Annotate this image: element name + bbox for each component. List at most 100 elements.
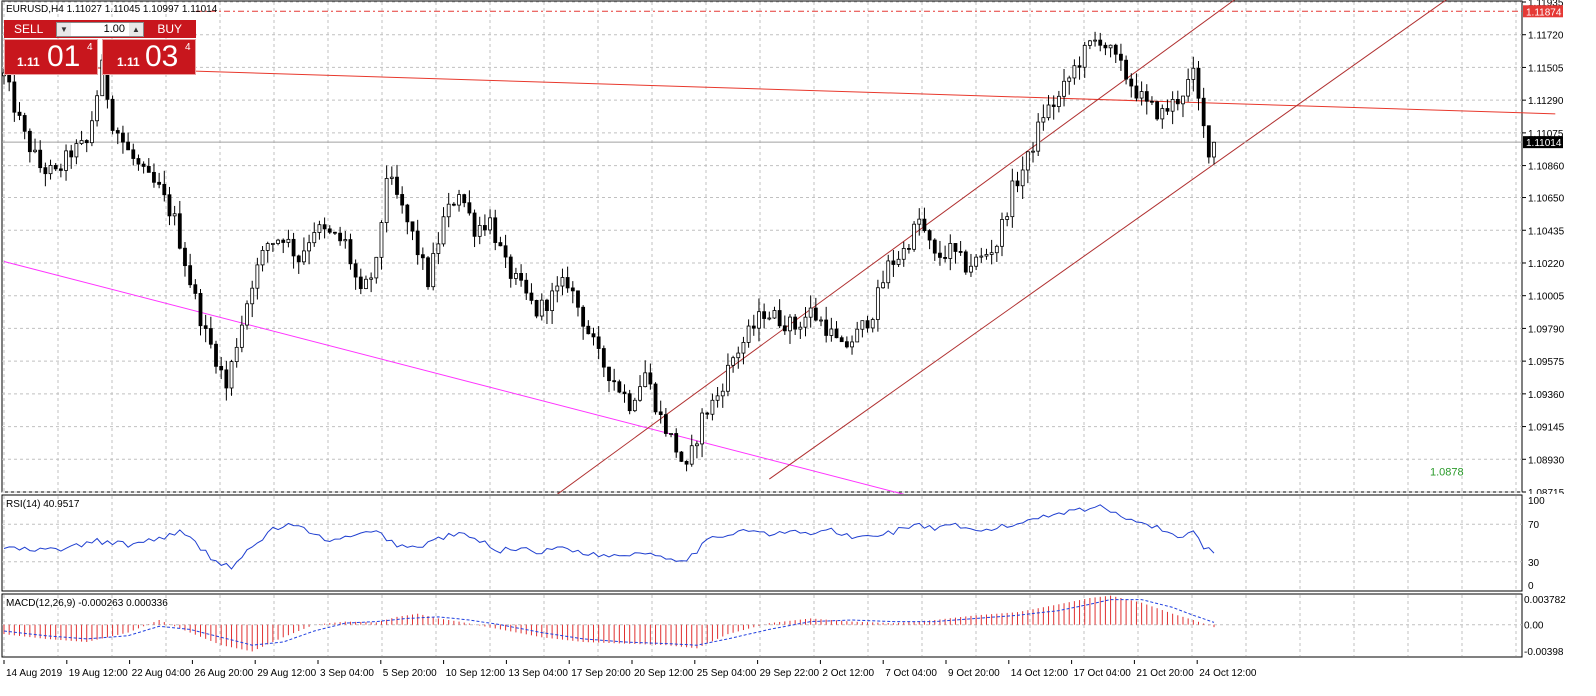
candle-body <box>90 120 94 144</box>
trendlines[interactable] <box>2 0 1556 494</box>
rsi-panel[interactable]: 100 70 30 0 RSI(14) 40.9517 <box>0 494 1596 592</box>
candle-body <box>1160 108 1165 120</box>
time-axis-label: 25 Sep 04:00 <box>697 668 757 679</box>
price-axis-label: 1.10220 <box>1528 259 1565 270</box>
candle-body <box>1201 97 1206 127</box>
candle-body <box>1020 169 1025 187</box>
price-axis-label: 1.10005 <box>1528 292 1565 303</box>
lot-increase-arrow-icon[interactable]: ▲ <box>129 23 143 36</box>
candle-body <box>462 194 467 204</box>
time-ticks: 14 Aug 2019 19 Aug 12:00 22 Aug 04:00 26 Au… <box>3 660 1257 679</box>
candle-body <box>1077 65 1082 68</box>
candle-body <box>488 217 492 231</box>
candle-body <box>710 399 715 415</box>
price-axis-label: 1.09360 <box>1528 390 1565 401</box>
rsi-grid <box>2 496 1522 590</box>
candle-body <box>451 203 456 206</box>
candle-body <box>17 111 22 116</box>
candle-body <box>663 414 668 434</box>
buy-button[interactable]: 1.11 03 4 <box>102 39 196 75</box>
candle-body <box>146 166 151 173</box>
candle-body <box>69 150 74 158</box>
candle-body <box>560 277 565 287</box>
candle-body <box>1113 44 1118 55</box>
candle-body <box>1175 99 1180 105</box>
main-price-chart[interactable]: 1.11935 1.11720 1.11505 1.11290 1.11075 1.108… <box>0 0 1596 494</box>
candle-body <box>767 317 772 320</box>
candle-body <box>126 141 131 151</box>
sell-label[interactable]: SELL <box>14 22 44 36</box>
candle-body <box>813 307 818 321</box>
candle-body <box>27 130 32 153</box>
candle-body <box>979 255 984 258</box>
candle-body <box>374 256 379 279</box>
candle-body <box>58 168 63 171</box>
macd-axis-label: 0.003782 <box>1524 595 1566 606</box>
macd-axis-label: 0.00 <box>1524 621 1544 632</box>
candle-body <box>524 279 529 294</box>
lot-size-field[interactable]: ▼ 1.00 ▲ <box>56 22 144 37</box>
candle-body <box>110 98 115 131</box>
rsi-axis-label: 100 <box>1528 496 1545 507</box>
buy-price-sup: 4 <box>185 42 191 53</box>
candle-body <box>286 238 291 243</box>
candle-body <box>803 316 808 328</box>
candle-body <box>679 451 684 462</box>
candle-body <box>1134 85 1139 99</box>
candle-body <box>121 132 125 143</box>
candle-body <box>79 140 84 144</box>
time-axis-label: 3 Sep 04:00 <box>320 668 374 679</box>
lot-decrease-arrow-icon[interactable]: ▼ <box>57 23 71 36</box>
buy-label[interactable]: BUY <box>157 22 182 36</box>
candle-body <box>84 140 89 144</box>
candle-body <box>95 95 99 122</box>
candle-body <box>1186 79 1191 97</box>
sell-price-prefix: 1.11 <box>17 55 40 69</box>
candles <box>2 31 1216 472</box>
candle-body <box>467 202 472 214</box>
candle-body <box>131 149 136 159</box>
candle-body <box>1067 77 1072 82</box>
candle-body <box>689 445 694 465</box>
candle-body <box>12 81 17 113</box>
price-axis-label: 1.10435 <box>1528 226 1565 237</box>
time-axis: 14 Aug 2019 19 Aug 12:00 22 Aug 04:00 26 Au… <box>3 660 1257 679</box>
sell-button[interactable]: 1.11 01 4 <box>4 39 98 75</box>
candle-body <box>245 303 249 326</box>
candle-body <box>1015 180 1020 187</box>
candle-body <box>881 282 885 289</box>
candle-body <box>695 443 699 447</box>
one-click-trading-panel[interactable]: SELL ▼ 1.00 ▲ BUY 1.11 01 4 1.11 03 4 <box>4 20 196 76</box>
macd-axis-label: -0.00398 <box>1524 647 1564 658</box>
candle-body <box>974 256 979 267</box>
candle-body <box>38 149 43 169</box>
candle-body <box>43 167 48 175</box>
candle-body <box>1062 80 1066 97</box>
candle-body <box>870 319 875 329</box>
candle-body <box>550 290 555 311</box>
candle-body <box>596 336 601 349</box>
candle-body <box>757 311 761 329</box>
candle-body <box>555 285 560 292</box>
candle-body <box>270 243 275 245</box>
candle-body <box>570 287 575 292</box>
candle-body <box>276 239 280 244</box>
lot-size-value[interactable]: 1.00 <box>103 23 125 35</box>
candle-body <box>886 260 891 284</box>
current-price-tag-label: 1.11014 <box>1526 138 1562 149</box>
candle-body <box>198 293 203 327</box>
price-axis-label: 1.10860 <box>1528 162 1565 173</box>
candle-body <box>358 276 363 289</box>
macd-panel[interactable]: 0.003782 0.00 -0.00398 MACD(12,26,9) -0.00… <box>0 593 1596 659</box>
trendline-magenta-support <box>3 260 904 494</box>
candle-body <box>400 194 405 206</box>
candle-body <box>1025 151 1030 171</box>
sell-price-sup: 4 <box>87 42 93 53</box>
candle-body <box>338 232 343 242</box>
candle-body <box>405 204 410 223</box>
time-axis-label: 10 Sep 12:00 <box>446 668 506 679</box>
candle-body <box>64 150 68 171</box>
time-axis-label: 20 Sep 12:00 <box>634 668 694 679</box>
candle-body <box>855 328 860 343</box>
candle-body <box>395 176 399 195</box>
